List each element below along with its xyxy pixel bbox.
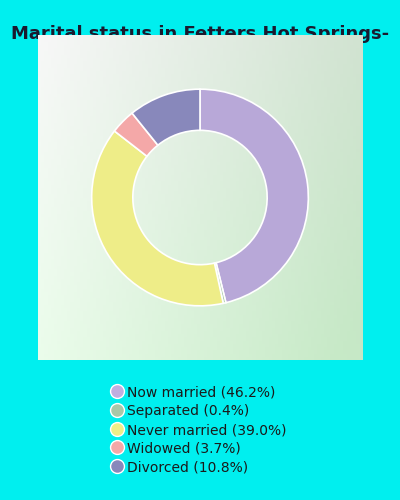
Legend: Now married (46.2%), Separated (0.4%), Never married (39.0%), Widowed (3.7%), Di: Now married (46.2%), Separated (0.4%), N…: [109, 381, 291, 479]
Wedge shape: [92, 131, 223, 306]
Wedge shape: [114, 113, 158, 156]
Wedge shape: [200, 89, 308, 302]
Wedge shape: [214, 262, 226, 304]
Text: Marital status in Fetters Hot Springs-
Agua Caliente, CA: Marital status in Fetters Hot Springs- A…: [11, 24, 389, 64]
Wedge shape: [132, 89, 200, 145]
